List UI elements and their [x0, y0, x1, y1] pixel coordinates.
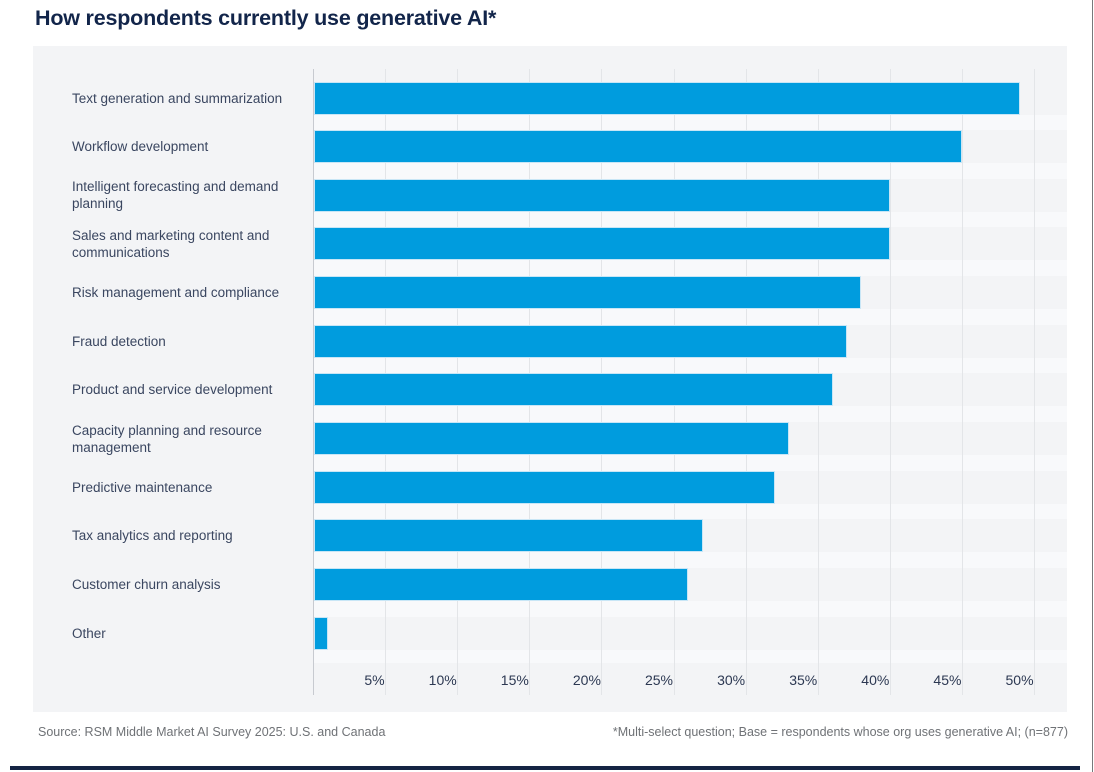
x-gridline — [1034, 69, 1036, 695]
x-tick-label: 50% — [1005, 672, 1034, 688]
bar — [313, 324, 848, 358]
x-tick-label: 40% — [861, 672, 890, 688]
category-label: Predictive maintenance — [72, 479, 213, 495]
bar — [313, 568, 689, 601]
category-label: Fraud detection — [72, 333, 166, 349]
category-label: Other — [72, 625, 106, 641]
source-note: Source: RSM Middle Market AI Survey 2025… — [38, 725, 386, 739]
chart-title: How respondents currently use generative… — [35, 6, 497, 30]
bar — [313, 373, 833, 407]
bar — [313, 422, 790, 456]
bar — [313, 276, 862, 310]
bar — [313, 81, 1021, 115]
footnote: *Multi-select question; Base = responden… — [612, 725, 1068, 739]
bar — [313, 616, 328, 650]
category-label: Customer churn analysis — [72, 577, 221, 592]
x-tick-label: 30% — [717, 672, 746, 688]
x-tick-label: 20% — [572, 672, 601, 688]
row-gap-band — [313, 552, 1067, 568]
row-gap-band — [313, 601, 1067, 617]
category-label: Tax analytics and reporting — [72, 528, 233, 544]
bar — [313, 519, 703, 553]
x-tick-label: 25% — [644, 672, 674, 688]
row-gap-band — [313, 163, 1067, 179]
row-gap-band — [313, 211, 1067, 228]
x-gridline — [889, 69, 891, 695]
row-gap-band — [313, 309, 1067, 325]
category-label: Text generation and summarization — [72, 90, 283, 106]
chart-panel: 5% 10% 15% 20% 25% 30% 35% 40% 45% 50% Text genera… — [33, 46, 1067, 712]
x-gridline — [961, 69, 963, 695]
category-label: Workflow development — [72, 139, 209, 155]
x-tick-label: 45% — [933, 672, 962, 688]
x-tick-label: 15% — [500, 672, 529, 688]
category-label: Capacity planning and resource managemen… — [72, 422, 262, 455]
bottom-rule-line — [10, 766, 1080, 770]
bar — [313, 130, 963, 164]
row-gap-band — [313, 260, 1067, 277]
row-gap-band — [313, 649, 1067, 663]
row-gap-band — [313, 455, 1067, 471]
row-gap-band — [313, 114, 1067, 131]
category-label: Risk management and compliance — [72, 285, 280, 301]
row-gap-band — [313, 357, 1067, 374]
x-tick-label: 5% — [364, 672, 385, 688]
category-label: Sales and marketing content and communic… — [72, 227, 270, 260]
category-label: Product and service development — [72, 382, 273, 398]
category-label: Intelligent forecasting and demand plann… — [72, 179, 279, 212]
row-gap-band — [313, 503, 1067, 520]
bar — [313, 470, 775, 504]
bar — [313, 227, 891, 261]
x-tick-label: 35% — [789, 672, 818, 688]
right-border-line — [1091, 0, 1093, 772]
row-gap-band — [313, 406, 1067, 423]
x-tick-label: 10% — [428, 672, 457, 688]
bar — [313, 178, 891, 212]
